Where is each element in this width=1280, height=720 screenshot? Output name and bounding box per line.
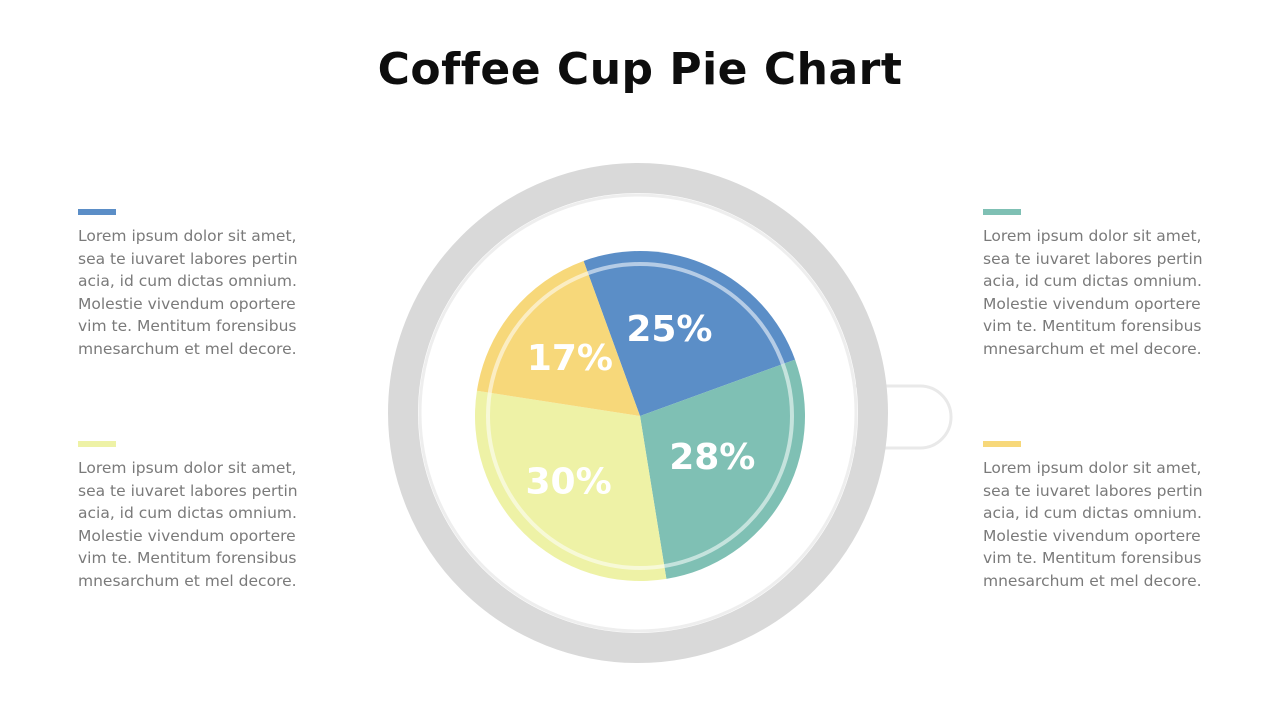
pie-slice-label: 25%	[626, 309, 712, 350]
description-block-bottom-right: Lorem ipsum dolor sit amet, sea te iuvar…	[983, 441, 1213, 592]
pie-slice-label: 30%	[526, 461, 612, 502]
cup-rim	[388, 163, 888, 663]
color-bar	[983, 441, 1021, 447]
description-text: Lorem ipsum dolor sit amet, sea te iuvar…	[78, 227, 298, 358]
pie-slice-label: 28%	[669, 437, 755, 478]
pie-labels: 25% 28% 30% 17%	[526, 309, 756, 503]
color-bar	[78, 209, 116, 215]
pie-slice-label: 17%	[527, 338, 613, 379]
pie-slice	[640, 359, 806, 579]
color-bar	[983, 209, 1021, 215]
description-block-top-right: Lorem ipsum dolor sit amet, sea te iuvar…	[983, 209, 1213, 360]
pie-slices	[474, 251, 806, 582]
description-block-top-left: Lorem ipsum dolor sit amet, sea te iuvar…	[78, 209, 308, 360]
pie-slice	[476, 260, 640, 416]
description-block-bottom-left: Lorem ipsum dolor sit amet, sea te iuvar…	[78, 441, 308, 592]
pie-slice	[583, 251, 796, 416]
description-text: Lorem ipsum dolor sit amet, sea te iuvar…	[983, 459, 1203, 590]
page-title: Coffee Cup Pie Chart	[377, 44, 903, 95]
pie-highlight-ring	[486, 262, 794, 570]
pie-slice	[474, 390, 667, 582]
description-text: Lorem ipsum dolor sit amet, sea te iuvar…	[983, 227, 1203, 358]
description-text: Lorem ipsum dolor sit amet, sea te iuvar…	[78, 459, 298, 590]
color-bar	[78, 441, 116, 447]
